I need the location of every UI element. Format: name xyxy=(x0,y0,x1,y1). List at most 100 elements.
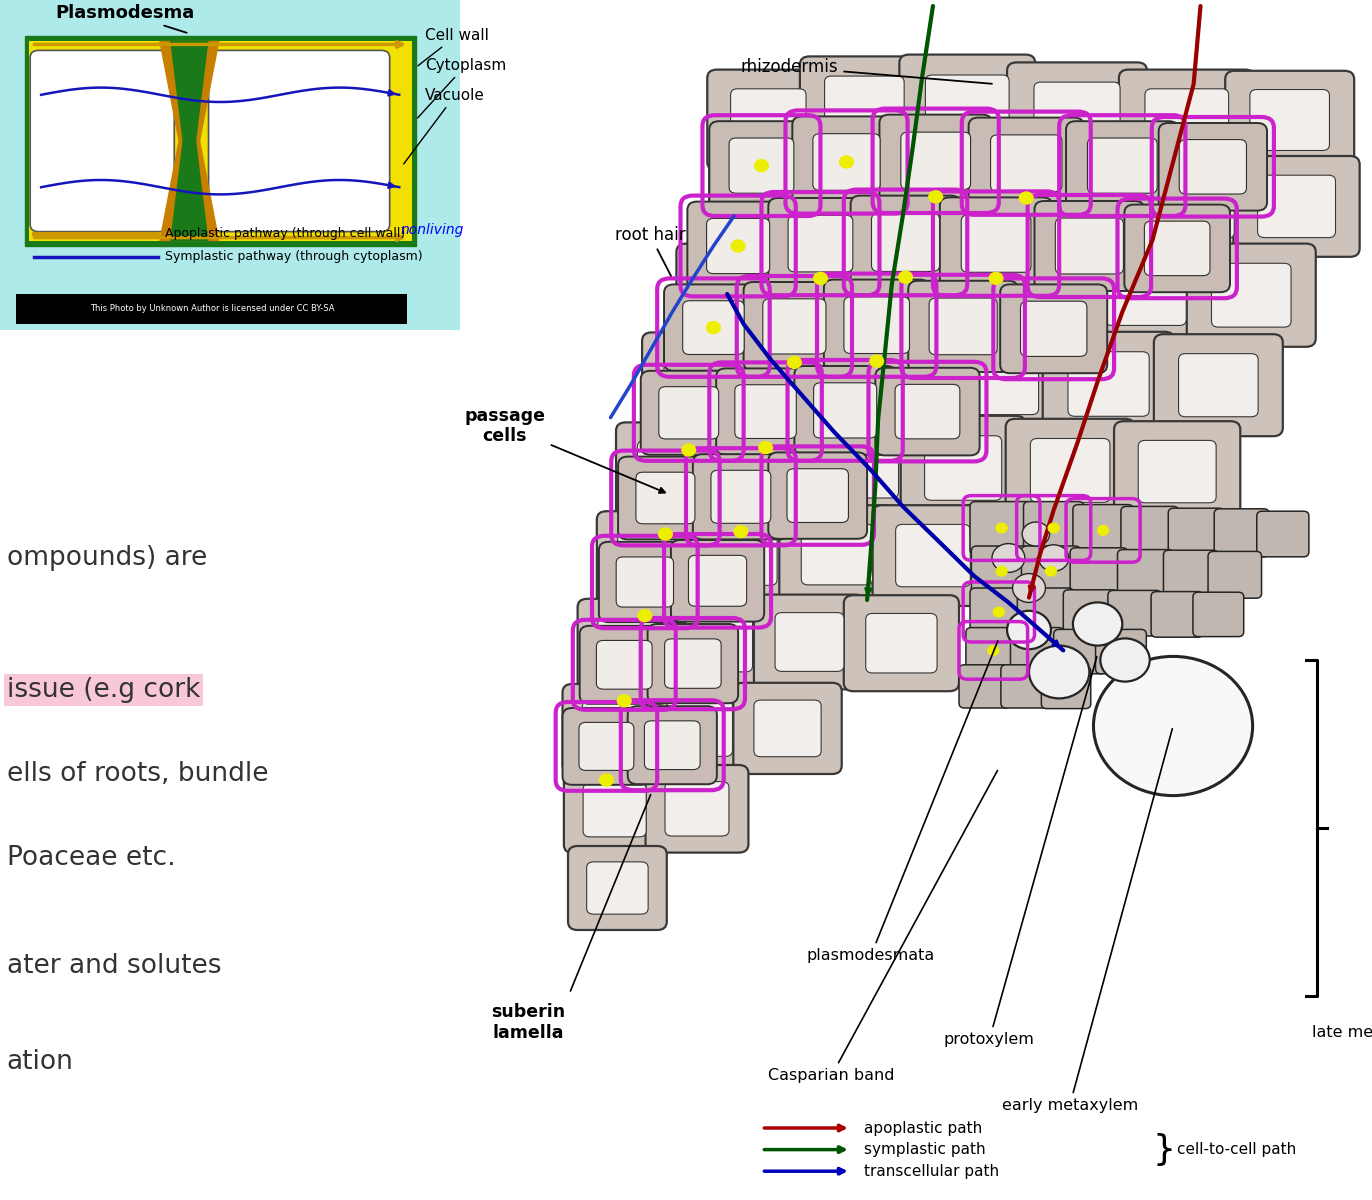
Circle shape xyxy=(1045,566,1056,576)
FancyBboxPatch shape xyxy=(707,218,770,274)
FancyBboxPatch shape xyxy=(664,638,722,689)
FancyBboxPatch shape xyxy=(779,505,895,604)
Circle shape xyxy=(1073,602,1122,646)
Text: ater and solutes: ater and solutes xyxy=(7,953,221,979)
FancyBboxPatch shape xyxy=(1179,354,1258,416)
FancyBboxPatch shape xyxy=(969,118,1084,209)
Circle shape xyxy=(600,774,613,786)
FancyBboxPatch shape xyxy=(579,626,670,703)
FancyBboxPatch shape xyxy=(627,706,716,785)
FancyBboxPatch shape xyxy=(587,862,648,914)
FancyBboxPatch shape xyxy=(693,454,789,539)
FancyBboxPatch shape xyxy=(1169,508,1224,557)
FancyBboxPatch shape xyxy=(974,508,1098,608)
FancyBboxPatch shape xyxy=(665,781,729,836)
FancyBboxPatch shape xyxy=(970,502,1033,554)
FancyBboxPatch shape xyxy=(940,197,1052,289)
FancyBboxPatch shape xyxy=(671,540,764,622)
FancyBboxPatch shape xyxy=(597,641,652,689)
FancyBboxPatch shape xyxy=(645,721,700,769)
Circle shape xyxy=(1007,611,1051,649)
FancyBboxPatch shape xyxy=(908,149,1040,259)
FancyBboxPatch shape xyxy=(1034,82,1120,146)
FancyBboxPatch shape xyxy=(1043,170,1126,236)
FancyBboxPatch shape xyxy=(879,115,992,206)
FancyBboxPatch shape xyxy=(867,234,993,342)
Circle shape xyxy=(1013,574,1045,602)
FancyBboxPatch shape xyxy=(686,508,799,604)
FancyBboxPatch shape xyxy=(617,529,686,587)
Text: issue (e.g cork: issue (e.g cork xyxy=(7,677,200,703)
FancyBboxPatch shape xyxy=(689,556,746,606)
FancyBboxPatch shape xyxy=(959,665,1011,708)
FancyBboxPatch shape xyxy=(1002,665,1052,708)
FancyBboxPatch shape xyxy=(646,766,749,852)
FancyBboxPatch shape xyxy=(617,456,713,539)
FancyBboxPatch shape xyxy=(991,134,1062,192)
FancyBboxPatch shape xyxy=(929,298,997,355)
FancyBboxPatch shape xyxy=(959,348,1039,414)
FancyBboxPatch shape xyxy=(997,527,1074,589)
FancyBboxPatch shape xyxy=(966,628,1021,673)
Circle shape xyxy=(989,272,1003,284)
Text: ells of roots, bundle: ells of roots, bundle xyxy=(7,761,269,787)
FancyBboxPatch shape xyxy=(735,385,796,438)
Circle shape xyxy=(1039,545,1069,571)
FancyBboxPatch shape xyxy=(755,594,864,689)
FancyBboxPatch shape xyxy=(793,258,867,323)
FancyBboxPatch shape xyxy=(1070,547,1128,596)
FancyBboxPatch shape xyxy=(708,70,829,170)
FancyBboxPatch shape xyxy=(895,384,960,439)
FancyBboxPatch shape xyxy=(856,348,933,413)
Circle shape xyxy=(840,156,853,168)
Text: Symplastic pathway (through cytoplasm): Symplastic pathway (through cytoplasm) xyxy=(165,251,423,263)
Circle shape xyxy=(1098,526,1109,535)
Circle shape xyxy=(734,526,748,538)
Circle shape xyxy=(899,271,912,283)
FancyBboxPatch shape xyxy=(1163,550,1218,596)
FancyBboxPatch shape xyxy=(1225,71,1354,169)
FancyBboxPatch shape xyxy=(875,367,980,455)
FancyBboxPatch shape xyxy=(1125,204,1231,292)
FancyBboxPatch shape xyxy=(1187,244,1316,347)
FancyBboxPatch shape xyxy=(925,74,1010,140)
FancyBboxPatch shape xyxy=(1104,260,1187,325)
FancyBboxPatch shape xyxy=(812,133,881,191)
Circle shape xyxy=(929,191,943,203)
Circle shape xyxy=(1093,656,1253,796)
FancyBboxPatch shape xyxy=(648,624,738,703)
FancyBboxPatch shape xyxy=(1018,588,1074,636)
Circle shape xyxy=(682,444,696,456)
FancyBboxPatch shape xyxy=(844,296,910,354)
FancyBboxPatch shape xyxy=(1073,504,1133,556)
FancyBboxPatch shape xyxy=(1233,156,1360,257)
FancyBboxPatch shape xyxy=(30,50,174,232)
FancyBboxPatch shape xyxy=(616,557,674,607)
Circle shape xyxy=(1029,646,1089,698)
FancyBboxPatch shape xyxy=(788,469,848,522)
FancyBboxPatch shape xyxy=(1024,502,1084,554)
FancyBboxPatch shape xyxy=(801,524,873,584)
Circle shape xyxy=(659,528,672,540)
FancyBboxPatch shape xyxy=(563,708,650,785)
FancyBboxPatch shape xyxy=(0,0,460,330)
Text: Cytoplasm: Cytoplasm xyxy=(417,58,506,118)
FancyBboxPatch shape xyxy=(1067,352,1150,416)
FancyBboxPatch shape xyxy=(900,54,1034,161)
Circle shape xyxy=(1100,638,1150,682)
FancyBboxPatch shape xyxy=(1015,151,1152,257)
Circle shape xyxy=(638,610,652,622)
FancyBboxPatch shape xyxy=(1128,155,1259,258)
FancyBboxPatch shape xyxy=(1109,590,1162,636)
FancyBboxPatch shape xyxy=(970,588,1028,636)
FancyBboxPatch shape xyxy=(598,542,690,622)
FancyBboxPatch shape xyxy=(1000,284,1107,373)
FancyBboxPatch shape xyxy=(1180,139,1247,194)
FancyBboxPatch shape xyxy=(901,132,970,190)
Circle shape xyxy=(759,442,772,454)
FancyBboxPatch shape xyxy=(698,263,770,325)
Circle shape xyxy=(814,272,827,284)
FancyBboxPatch shape xyxy=(1258,175,1335,238)
FancyBboxPatch shape xyxy=(733,683,841,774)
FancyBboxPatch shape xyxy=(648,683,752,773)
